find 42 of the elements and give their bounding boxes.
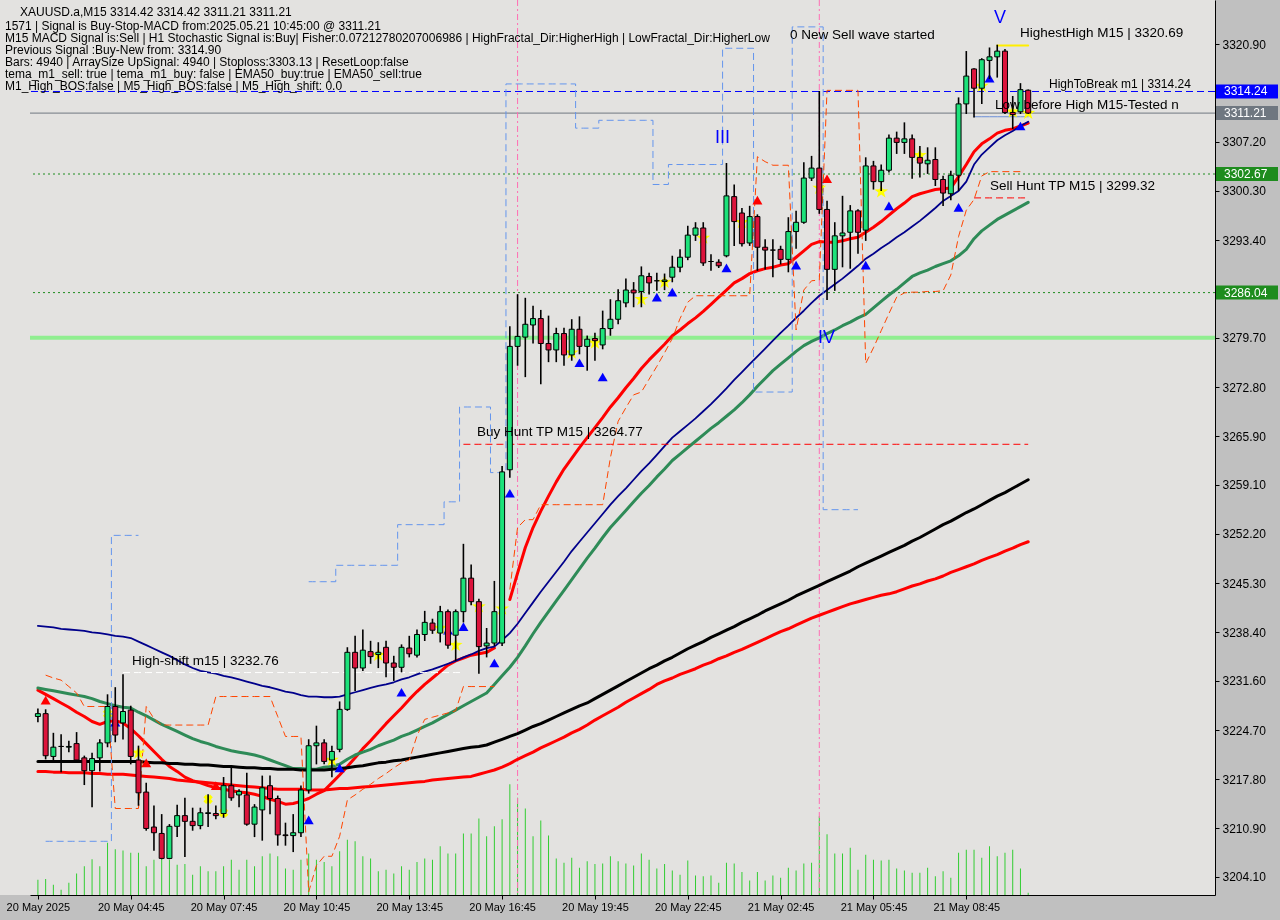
ref-line-label: 3302.67 (1224, 167, 1268, 182)
x-tick-label: 21 May 08:45 (933, 900, 1001, 913)
chart-title: XAUUSD.a,M15 3314.42 3314.42 3311.21 3311.21 (20, 5, 293, 19)
y-tick-label: 3231.60 (1222, 674, 1267, 689)
y-tick-label: 3265.90 (1222, 429, 1267, 444)
annotation: Sell Hunt TP M15 | 3299.32 (990, 178, 1156, 193)
ref-line-label: 3311.21 (1224, 106, 1267, 121)
y-tick-label: 3252.20 (1222, 527, 1267, 542)
y-tick-label: 3217.80 (1222, 772, 1267, 787)
y-tick-label: 3224.70 (1222, 723, 1267, 738)
y-tick-label: 3293.40 (1222, 233, 1267, 248)
x-tick-label: 20 May 04:45 (97, 900, 165, 913)
x-tick-label: 20 May 07:45 (190, 900, 258, 913)
ref-line-label: 3314.24 (1224, 84, 1268, 99)
annotation: IV (818, 327, 836, 347)
annotation: V (994, 7, 1007, 27)
x-tick-label: 21 May 02:45 (747, 900, 815, 913)
annotation: 1571 | Signal is Buy-Stop-MACD from:2025.05.21 10:45:00 @ 3311.21 (5, 19, 382, 33)
y-tick-label: 3279.70 (1222, 331, 1267, 346)
y-tick-label: 3210.90 (1222, 821, 1267, 836)
x-tick-label: 21 May 05:45 (840, 900, 908, 913)
y-tick-label: 3238.40 (1222, 625, 1267, 640)
x-tick-label: 20 May 16:45 (469, 900, 536, 913)
annotation: Previous Signal :Buy-New from: 3314.90 (5, 43, 222, 57)
x-tick-label: 20 May 22:45 (654, 900, 722, 913)
ref-line-label: 3286.04 (1224, 285, 1268, 300)
y-tick-label: 3272.80 (1222, 380, 1267, 395)
annotation: HighestHigh M15 | 3320.69 (1020, 25, 1184, 40)
annotation: III (715, 127, 731, 147)
annotation: M1_High_BOS:false | M5_High_BOS:false | M5_High_shift: 0.0 (5, 79, 343, 93)
y-tick-label: 3259.10 (1222, 478, 1267, 493)
x-tick-label: 20 May 19:45 (562, 900, 629, 913)
x-tick-label: 20 May 10:45 (283, 900, 351, 913)
y-tick-label: 3300.30 (1222, 184, 1267, 199)
y-tick-label: 3320.90 (1222, 37, 1267, 52)
x-tick-label: 20 May 2025 (6, 900, 71, 913)
annotation: 0 New Sell wave started (790, 27, 935, 42)
y-tick-label: 3245.30 (1222, 576, 1267, 591)
y-tick-label: 3204.10 (1222, 870, 1267, 885)
y-tick-label: 3307.20 (1222, 135, 1267, 150)
x-tick-label: 20 May 13:45 (376, 900, 444, 913)
text: HighToBreak m1 | 3314.24 (1049, 77, 1192, 91)
